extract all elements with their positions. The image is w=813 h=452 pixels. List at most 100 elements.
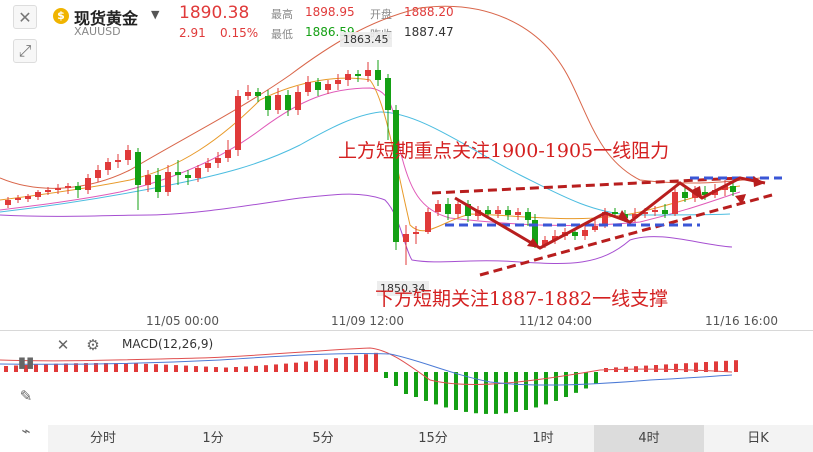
candle-body <box>525 212 531 220</box>
zigzag-path <box>454 176 766 250</box>
tf-day[interactable]: 日K <box>747 431 769 446</box>
candle-body <box>672 192 678 214</box>
candle-body <box>255 92 261 96</box>
macd-histogram-bar <box>4 366 8 372</box>
macd-histogram-bar <box>264 365 268 372</box>
candle-body <box>55 188 61 190</box>
macd-histogram-bar <box>374 352 378 372</box>
indicator-settings-icon[interactable]: ⚙ <box>86 336 100 354</box>
candle-body <box>145 175 151 185</box>
candle-body <box>165 172 171 192</box>
candle-body <box>393 110 399 242</box>
macd-histogram-bar <box>484 372 488 414</box>
open-label: 开盘 <box>370 8 392 21</box>
tf-4h[interactable]: 4时 <box>594 425 704 452</box>
close-indicator-icon[interactable]: ✕ <box>56 336 70 354</box>
x-tick-4: 11/16 16:00 <box>705 314 778 328</box>
candle-body <box>75 186 81 190</box>
macd-histogram-bar <box>594 372 598 384</box>
macd-histogram-bar <box>364 354 368 372</box>
macd-histogram-bar <box>94 363 98 372</box>
candle-body <box>335 80 341 84</box>
candle-body <box>155 175 161 192</box>
candle-body <box>602 212 608 226</box>
chevron-down-icon[interactable]: ▼ <box>151 8 160 21</box>
candle-body <box>115 160 121 162</box>
high-label: 最高 <box>271 8 293 21</box>
candle-body <box>495 210 501 214</box>
tf-5m[interactable]: 5分 <box>312 431 334 446</box>
candle-body <box>15 198 21 200</box>
price-chart[interactable] <box>0 0 813 330</box>
indicator-icon[interactable]: ⌁ <box>21 422 31 440</box>
candle-body <box>295 92 301 110</box>
macd-histogram-bar <box>224 367 228 372</box>
tf-tick[interactable]: 分时 <box>89 431 116 446</box>
price-change: 2.91 <box>179 26 206 40</box>
macd-histogram-bar <box>274 364 278 372</box>
candle-body <box>65 186 71 188</box>
macd-histogram-bar <box>404 372 408 394</box>
candle-body <box>315 82 321 90</box>
candle-body <box>185 175 191 178</box>
close-icon[interactable]: ✕ <box>13 5 37 29</box>
symbol-name[interactable]: 现货黄金 <box>74 9 139 28</box>
macd-histogram-bar <box>344 356 348 372</box>
macd-histogram-bar <box>104 363 108 372</box>
tf-1h[interactable]: 1时 <box>532 431 554 446</box>
draw-pencil-icon[interactable]: ✎ <box>19 387 33 405</box>
tf-1m[interactable]: 1分 <box>202 431 224 446</box>
macd-histogram-bar <box>314 360 318 372</box>
macd-histogram-bar <box>474 372 478 414</box>
arrow-head-icon <box>753 176 765 187</box>
macd-histogram-bar <box>204 366 208 372</box>
macd-histogram-bar <box>454 372 458 410</box>
macd-histogram-bar <box>184 365 188 372</box>
macd-histogram-bar <box>434 372 438 405</box>
candle-body <box>532 220 538 245</box>
macd-histogram-bar <box>234 367 238 372</box>
macd-histogram-bar <box>334 358 338 372</box>
candle-body <box>425 212 431 232</box>
candle-body <box>345 74 351 80</box>
candle-body <box>305 82 311 92</box>
candle-body <box>355 74 361 76</box>
macd-histogram-bar <box>414 372 418 398</box>
macd-histogram-bar <box>84 363 88 372</box>
expand-icon[interactable]: ⤢ <box>13 39 37 63</box>
candle-body <box>195 168 201 178</box>
macd-histogram-bar <box>694 362 698 372</box>
candle-body <box>375 70 381 80</box>
candle-body <box>265 96 271 110</box>
bollinger-lower-line <box>0 193 733 265</box>
macd-histogram-bar <box>504 372 508 414</box>
support-annotation: 下方短期关注1887-1882一线支撑 <box>375 288 669 310</box>
macd-histogram-bar <box>354 355 358 372</box>
candle-body <box>35 192 41 197</box>
gold-symbol-icon: $ <box>53 8 69 24</box>
candle-body <box>175 172 181 175</box>
macd-histogram-bar <box>24 365 28 372</box>
candle-body <box>652 210 658 212</box>
candle-body <box>105 162 111 170</box>
macd-histogram-bar <box>574 372 578 393</box>
macd-histogram-bar <box>724 360 728 372</box>
tf-15m[interactable]: 15分 <box>418 431 448 446</box>
macd-histogram-bar <box>704 362 708 372</box>
macd-histogram-bar <box>444 372 448 408</box>
macd-histogram-bar <box>174 365 178 372</box>
macd-histogram-bar <box>584 372 588 389</box>
macd-histogram-bar <box>14 365 18 372</box>
x-tick-1: 11/05 00:00 <box>146 314 219 328</box>
prev-close-value: 1887.47 <box>404 25 454 39</box>
macd-histogram-bar <box>424 372 428 401</box>
macd-histogram-bar <box>514 372 518 412</box>
resistance-annotation: 上方短期重点关注1900-1905一线阻力 <box>338 140 670 162</box>
high-value: 1898.95 <box>305 5 355 19</box>
candle-body <box>662 210 668 214</box>
candle-body <box>325 84 331 90</box>
candlestick-icon[interactable]: ▮▮ <box>17 353 35 371</box>
candle-body <box>612 212 618 214</box>
candle-body <box>722 186 728 190</box>
candle-body <box>275 95 281 110</box>
